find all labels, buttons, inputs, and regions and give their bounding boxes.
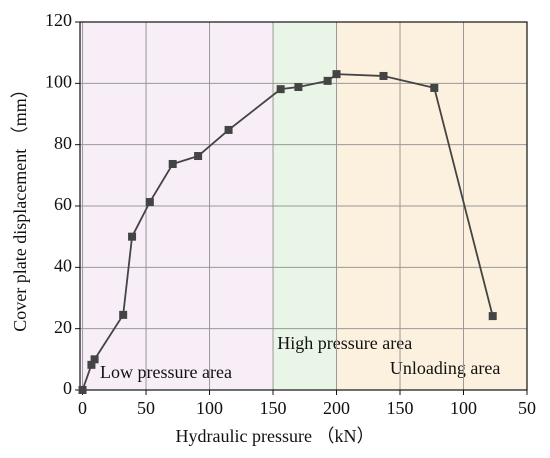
y-tick-label: 40 <box>54 255 72 275</box>
data-point <box>87 360 96 369</box>
x-tick-label: 150 <box>260 398 287 418</box>
data-point <box>78 386 87 394</box>
x-tick-label: 200 <box>323 398 350 418</box>
y-axis-title: Cover plate displacement （mm） <box>10 80 30 331</box>
x-tick-label: 100 <box>450 398 477 418</box>
plot-frame <box>79 21 528 391</box>
region-label: High pressure area <box>277 333 412 353</box>
x-tick-label: 0 <box>78 398 87 418</box>
region-label: Low pressure area <box>100 362 232 382</box>
data-point <box>488 312 497 321</box>
y-tick-label: 0 <box>63 378 72 398</box>
x-tick-label: 150 <box>387 398 414 418</box>
data-point <box>194 152 203 161</box>
data-point <box>276 85 285 94</box>
data-point <box>332 70 341 79</box>
data-point <box>323 76 332 85</box>
data-point <box>145 198 154 207</box>
data-point <box>168 159 177 168</box>
data-line <box>81 73 494 391</box>
data-point <box>224 125 233 134</box>
x-tick-label: 50 <box>518 398 536 418</box>
data-point <box>430 83 439 92</box>
data-point <box>128 232 137 241</box>
data-point <box>119 310 128 319</box>
data-point <box>379 71 388 80</box>
y-tick-label: 80 <box>54 133 72 153</box>
x-tick-label: 100 <box>196 398 223 418</box>
x-tick-label: 50 <box>137 398 155 418</box>
y-tick-label: 20 <box>54 317 72 337</box>
x-axis-title: Hydraulic pressure （kN） <box>176 426 375 446</box>
region-label: Unloading area <box>390 358 500 378</box>
y-tick-label: 60 <box>54 194 72 214</box>
y-tick-label: 100 <box>45 71 72 91</box>
y-tick-label: 120 <box>45 10 72 30</box>
data-point <box>90 355 99 364</box>
data-point <box>294 83 303 92</box>
